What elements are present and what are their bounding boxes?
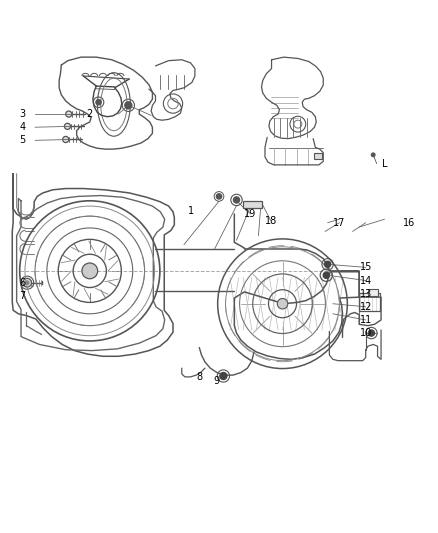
Circle shape (277, 298, 288, 309)
Text: 2: 2 (87, 109, 93, 119)
Circle shape (64, 123, 71, 130)
Text: 17: 17 (333, 217, 346, 228)
Text: L: L (382, 159, 387, 168)
Text: 6: 6 (20, 278, 26, 288)
Circle shape (368, 330, 374, 336)
Circle shape (371, 153, 375, 157)
Circle shape (325, 261, 331, 268)
Text: 16: 16 (403, 217, 416, 228)
Circle shape (125, 102, 132, 109)
Circle shape (96, 100, 101, 105)
Text: 13: 13 (360, 289, 372, 298)
Circle shape (63, 136, 69, 142)
Polygon shape (368, 289, 378, 296)
Circle shape (216, 194, 222, 199)
Circle shape (220, 373, 227, 379)
Circle shape (82, 263, 98, 279)
Circle shape (25, 281, 29, 285)
Circle shape (66, 111, 72, 117)
Circle shape (323, 272, 329, 278)
Polygon shape (243, 201, 262, 208)
Text: 1: 1 (187, 206, 194, 216)
Text: 5: 5 (20, 135, 26, 146)
Text: 18: 18 (265, 215, 277, 225)
Text: 9: 9 (214, 376, 220, 386)
Text: 3: 3 (20, 109, 26, 119)
Circle shape (233, 197, 240, 203)
Text: 7: 7 (20, 291, 26, 301)
Text: 11: 11 (360, 315, 372, 325)
Text: 19: 19 (244, 209, 257, 219)
Text: 15: 15 (360, 262, 372, 272)
Text: 8: 8 (196, 372, 202, 382)
Text: 10: 10 (360, 328, 372, 338)
Circle shape (23, 278, 32, 287)
Text: 14: 14 (360, 276, 372, 286)
Text: 4: 4 (20, 122, 26, 132)
Text: 12: 12 (360, 302, 372, 312)
Polygon shape (314, 152, 322, 159)
